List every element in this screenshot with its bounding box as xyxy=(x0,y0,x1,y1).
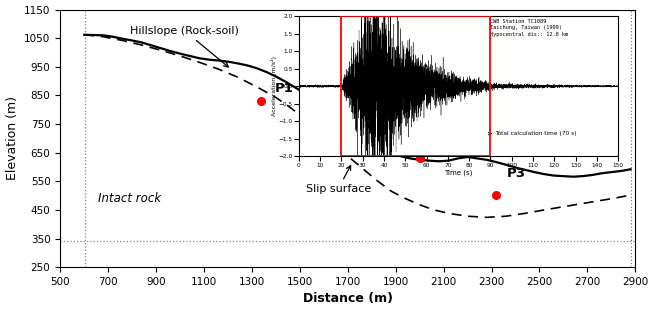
Text: P1: P1 xyxy=(275,82,294,95)
Text: Hillslope (Rock-soil): Hillslope (Rock-soil) xyxy=(130,26,239,67)
Y-axis label: Elevation (m): Elevation (m) xyxy=(5,96,18,180)
Text: Intact rock: Intact rock xyxy=(98,192,162,205)
Text: P2: P2 xyxy=(427,131,446,144)
X-axis label: Distance (m): Distance (m) xyxy=(303,292,393,305)
Text: P3: P3 xyxy=(507,167,526,180)
Text: Slip surface: Slip surface xyxy=(305,165,371,194)
